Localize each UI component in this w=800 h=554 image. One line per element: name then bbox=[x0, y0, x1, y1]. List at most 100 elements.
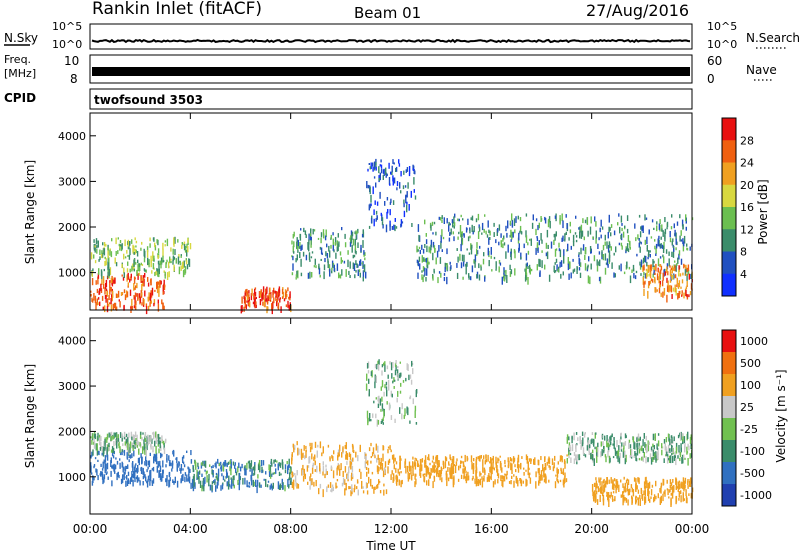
power-cell bbox=[101, 295, 104, 301]
power-cell bbox=[602, 244, 605, 251]
power-cell bbox=[166, 272, 169, 280]
power-cell bbox=[121, 243, 123, 250]
velocity-cell bbox=[402, 380, 405, 383]
power-cell bbox=[432, 241, 435, 248]
velocity-cell bbox=[271, 473, 273, 477]
velocity-cell bbox=[345, 442, 347, 450]
velocity-cell bbox=[429, 472, 431, 475]
power-cell bbox=[150, 290, 152, 298]
velocity-colorbar-swatch bbox=[722, 352, 736, 375]
velocity-cell bbox=[484, 459, 487, 463]
velocity-cell bbox=[238, 482, 240, 491]
velocity-cell bbox=[115, 439, 117, 446]
velocity-cell bbox=[613, 437, 615, 442]
velocity-cell bbox=[476, 476, 478, 485]
velocity-cell bbox=[156, 436, 158, 442]
velocity-colorbar-swatch bbox=[722, 396, 736, 419]
velocity-cell bbox=[112, 447, 115, 454]
power-cell bbox=[498, 241, 500, 246]
power-cell bbox=[381, 221, 384, 226]
velocity-cell bbox=[117, 472, 119, 477]
velocity-cell bbox=[367, 417, 369, 426]
power-cell bbox=[153, 255, 155, 261]
power-cell bbox=[309, 233, 312, 237]
velocity-cell bbox=[682, 433, 684, 442]
power-cell bbox=[683, 235, 686, 244]
velocity-cell bbox=[449, 454, 451, 460]
velocity-cell bbox=[132, 479, 134, 487]
power-cell bbox=[112, 303, 114, 310]
velocity-cell bbox=[492, 481, 495, 488]
velocity-cell bbox=[400, 480, 402, 488]
velocity-cell bbox=[147, 475, 150, 479]
velocity-cell bbox=[158, 440, 161, 445]
velocity-cell bbox=[479, 455, 481, 462]
velocity-cell bbox=[350, 461, 352, 465]
velocity-cell bbox=[209, 464, 211, 467]
power-cell bbox=[672, 274, 674, 280]
power-cell bbox=[662, 254, 664, 258]
velocity-cell bbox=[637, 489, 640, 494]
power-cell bbox=[398, 159, 400, 164]
velocity-cell bbox=[464, 476, 466, 479]
power-colorbar-tick: 24 bbox=[740, 157, 754, 170]
velocity-cell bbox=[121, 433, 123, 438]
power-cell bbox=[510, 229, 512, 236]
power-cell bbox=[181, 242, 183, 244]
velocity-cell bbox=[508, 481, 511, 484]
power-cell bbox=[381, 217, 384, 222]
velocity-cell bbox=[381, 403, 384, 409]
velocity-cell bbox=[212, 464, 214, 469]
power-cell bbox=[493, 222, 495, 227]
velocity-cell bbox=[462, 468, 464, 474]
velocity-cell bbox=[188, 473, 190, 481]
velocity-cell bbox=[535, 481, 537, 489]
power-cell bbox=[149, 302, 151, 307]
velocity-cell bbox=[203, 480, 205, 487]
power-cell bbox=[454, 213, 456, 218]
velocity-cell bbox=[380, 457, 382, 466]
power-cell bbox=[373, 209, 375, 215]
velocity-cell bbox=[142, 475, 145, 480]
power-cell bbox=[477, 231, 480, 239]
velocity-cell bbox=[423, 476, 426, 483]
velocity-cell bbox=[158, 470, 160, 478]
velocity-cell bbox=[304, 473, 306, 480]
power-cell bbox=[147, 299, 149, 302]
velocity-cell bbox=[471, 478, 474, 481]
velocity-cell bbox=[194, 460, 196, 466]
velocity-cell bbox=[546, 461, 548, 466]
velocity-ytick-label: 2000 bbox=[58, 425, 86, 438]
velocity-cell bbox=[452, 479, 455, 488]
power-cell bbox=[527, 250, 530, 255]
power-cell bbox=[348, 270, 350, 275]
power-cell bbox=[129, 248, 131, 256]
velocity-cell bbox=[161, 435, 163, 442]
velocity-cell bbox=[390, 415, 393, 420]
velocity-cell bbox=[414, 405, 417, 412]
velocity-cell bbox=[602, 490, 604, 494]
power-cell bbox=[475, 218, 478, 223]
power-cell bbox=[289, 291, 291, 299]
power-cell bbox=[105, 258, 107, 266]
power-cell bbox=[689, 246, 691, 251]
velocity-cell bbox=[539, 474, 542, 481]
velocity-cell bbox=[166, 479, 168, 487]
velocity-cell bbox=[235, 468, 237, 473]
velocity-cell bbox=[538, 480, 540, 486]
power-cell bbox=[555, 248, 558, 251]
power-cell bbox=[298, 246, 300, 249]
velocity-cell bbox=[103, 459, 105, 464]
velocity-cell bbox=[600, 477, 602, 480]
velocity-cell bbox=[377, 397, 379, 402]
velocity-cell bbox=[387, 460, 390, 465]
power-cell bbox=[636, 253, 638, 257]
velocity-cell bbox=[549, 465, 551, 470]
velocity-cell bbox=[159, 465, 162, 473]
velocity-cell bbox=[336, 465, 339, 470]
power-cell bbox=[361, 262, 363, 265]
velocity-cell bbox=[355, 451, 357, 458]
power-cell bbox=[285, 293, 287, 300]
power-cell bbox=[110, 298, 112, 305]
